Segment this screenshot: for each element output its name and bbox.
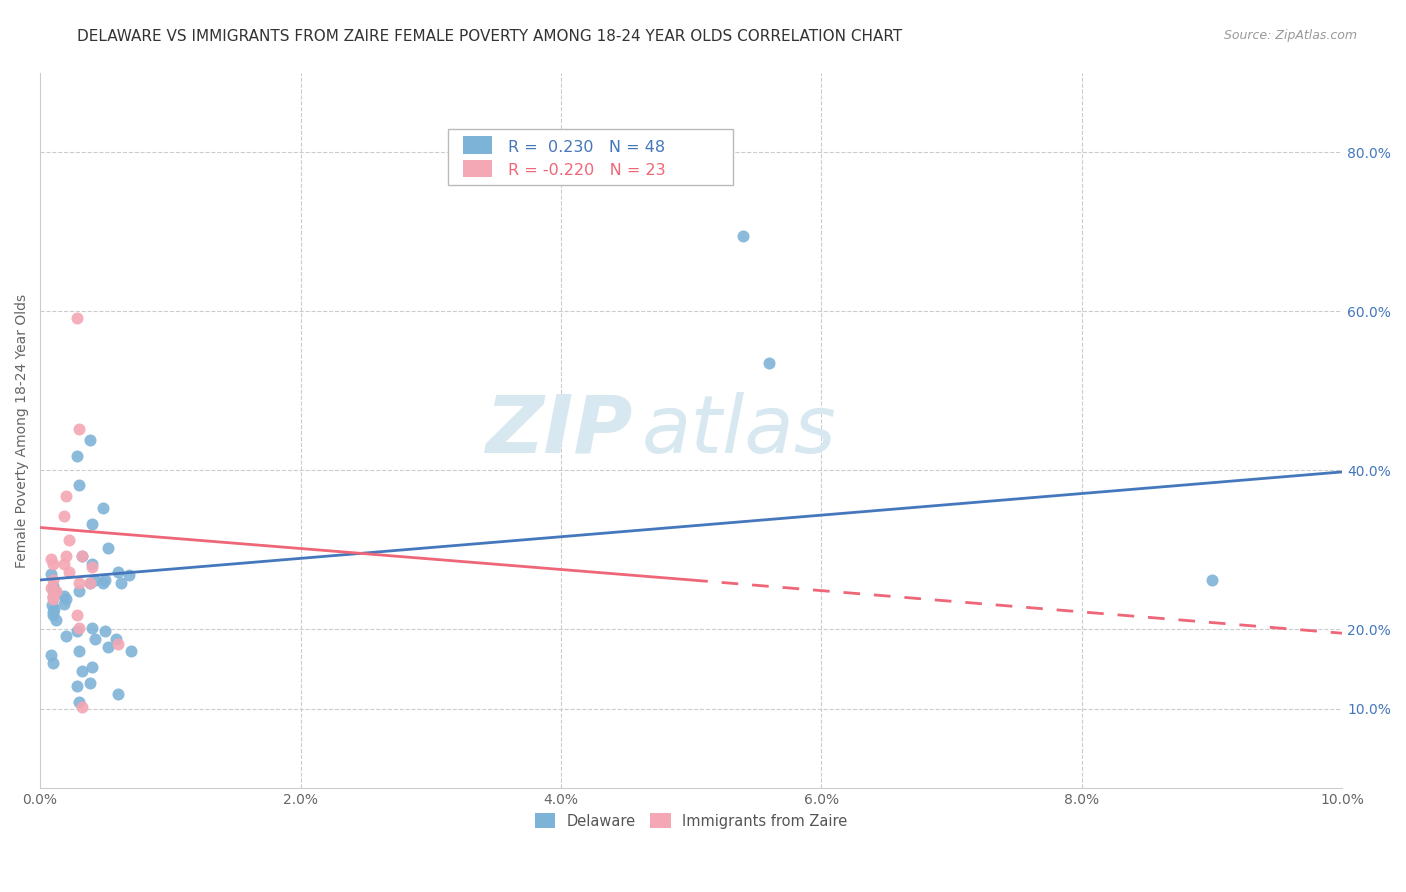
Point (67, 422, 90, 436)
Point (107, 636, 129, 650)
Point (42, 582, 65, 597)
Point (52, 597, 75, 611)
Point (67, 477, 90, 491)
Point (39, 581, 62, 595)
Point (120, 644, 142, 658)
Point (79, 576, 101, 591)
Point (70, 549, 93, 563)
Point (55, 489, 77, 503)
Point (58, 533, 80, 548)
Point (65, 607, 87, 622)
Point (44, 602, 66, 616)
Point (55, 629, 77, 643)
Point (70, 549, 93, 563)
Point (67, 584, 90, 599)
Point (45, 584, 67, 599)
Point (758, 356, 780, 370)
Point (39, 566, 62, 581)
Point (82, 660, 104, 674)
Legend: Delaware, Immigrants from Zaire: Delaware, Immigrants from Zaire (529, 807, 853, 835)
FancyBboxPatch shape (464, 136, 492, 153)
Point (65, 680, 87, 694)
Point (1201, 573, 1223, 587)
Text: R =  0.230   N = 48: R = 0.230 N = 48 (508, 140, 665, 155)
Point (41, 599, 63, 613)
Point (82, 557, 104, 571)
Point (67, 621, 90, 635)
Point (94, 624, 117, 638)
Point (107, 687, 129, 701)
Point (91, 501, 114, 516)
FancyBboxPatch shape (447, 128, 733, 186)
Point (91, 576, 114, 591)
Point (42, 557, 65, 571)
Point (65, 449, 87, 463)
Text: R = -0.220   N = 23: R = -0.220 N = 23 (508, 163, 665, 178)
Point (65, 310, 87, 325)
Point (104, 632, 127, 646)
Point (82, 560, 104, 574)
Point (733, 228, 755, 243)
Point (52, 509, 75, 524)
Point (42, 578, 65, 592)
FancyBboxPatch shape (464, 160, 492, 178)
Point (110, 576, 132, 591)
Point (42, 605, 65, 619)
Point (79, 676, 101, 690)
Point (83, 573, 105, 587)
Text: atlas: atlas (641, 392, 837, 469)
Point (42, 573, 65, 587)
Point (58, 565, 80, 579)
Text: DELAWARE VS IMMIGRANTS FROM ZAIRE FEMALE POVERTY AMONG 18-24 YEAR OLDS CORRELATI: DELAWARE VS IMMIGRANTS FROM ZAIRE FEMALE… (77, 29, 903, 44)
Point (42, 656, 65, 670)
Point (52, 589, 75, 603)
Point (70, 700, 93, 714)
Point (45, 586, 67, 600)
Text: Source: ZipAtlas.com: Source: ZipAtlas.com (1223, 29, 1357, 42)
Y-axis label: Female Poverty Among 18-24 Year Olds: Female Poverty Among 18-24 Year Olds (15, 293, 30, 567)
Point (70, 664, 93, 678)
Point (55, 549, 77, 563)
Point (67, 644, 90, 658)
Point (39, 552, 62, 566)
Point (79, 433, 101, 447)
Point (67, 576, 90, 591)
Point (65, 624, 87, 638)
Point (67, 695, 90, 709)
Point (118, 568, 141, 582)
Text: ZIP: ZIP (485, 392, 633, 469)
Point (83, 632, 105, 646)
Point (79, 576, 101, 591)
Point (55, 592, 77, 607)
Point (94, 573, 117, 587)
Point (42, 589, 65, 603)
Point (42, 591, 65, 605)
Point (82, 621, 104, 635)
Point (39, 648, 62, 662)
Point (97, 640, 120, 654)
Point (52, 557, 75, 571)
Point (42, 607, 65, 622)
Point (45, 613, 67, 627)
Point (82, 517, 104, 532)
Point (97, 541, 120, 556)
Point (107, 565, 129, 579)
Point (42, 592, 65, 607)
